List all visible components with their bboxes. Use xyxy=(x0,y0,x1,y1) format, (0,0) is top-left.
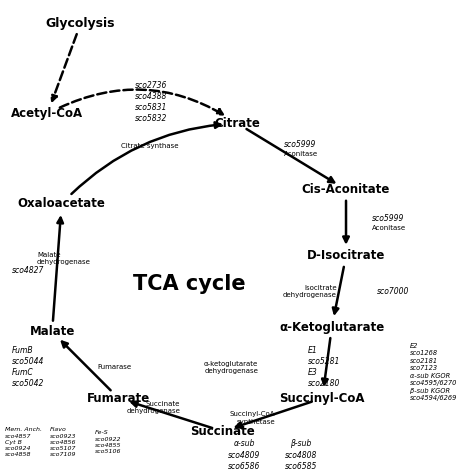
Text: TCA cycle: TCA cycle xyxy=(133,274,246,294)
Text: D-Isocitrate: D-Isocitrate xyxy=(307,249,385,263)
Text: β-sub
sco4808
sco6585: β-sub sco4808 sco6585 xyxy=(285,439,317,471)
Text: α-sub
sco4809
sco6586: α-sub sco4809 sco6586 xyxy=(228,439,260,471)
Text: Malate
dehydrogenase: Malate dehydrogenase xyxy=(37,252,91,265)
Text: Citrate synthase: Citrate synthase xyxy=(121,143,178,148)
Text: Cis-Aconitate: Cis-Aconitate xyxy=(302,183,390,196)
Text: sco5999: sco5999 xyxy=(284,140,317,149)
Text: sco7000: sco7000 xyxy=(377,287,409,296)
Text: Glycolysis: Glycolysis xyxy=(46,17,115,30)
Text: Succinate: Succinate xyxy=(191,425,255,438)
Text: Citrate: Citrate xyxy=(214,117,260,130)
Text: Mem. Anch.
sco4857
Cyt B
sco0924
sco4858: Mem. Anch. sco4857 Cyt B sco0924 sco4858 xyxy=(5,428,42,457)
Text: α-ketoglutarate
dehydrogenase: α-ketoglutarate dehydrogenase xyxy=(204,361,258,374)
Text: Aconitase: Aconitase xyxy=(372,225,406,230)
Text: α-Ketoglutarate: α-Ketoglutarate xyxy=(279,320,384,334)
Text: Acetyl-CoA: Acetyl-CoA xyxy=(11,107,83,120)
Text: Flavo
sco0923
sco4856
sco5107
sco7109: Flavo sco0923 sco4856 sco5107 sco7109 xyxy=(50,428,76,457)
Text: FumB
sco5044
FumC
sco5042: FumB sco5044 FumC sco5042 xyxy=(12,346,44,389)
Text: sco4827: sco4827 xyxy=(12,266,44,274)
Text: sco5999: sco5999 xyxy=(372,214,404,222)
Text: Fe-S
sco0922
sco4855
sco5106: Fe-S sco0922 sco4855 sco5106 xyxy=(95,430,121,454)
Text: Fumarate: Fumarate xyxy=(87,392,150,405)
Text: Succinyl-CoA: Succinyl-CoA xyxy=(280,392,365,405)
Text: Aconitase: Aconitase xyxy=(284,151,319,157)
Text: Fumarase: Fumarase xyxy=(97,365,131,370)
Text: E2
sco1268
sco2181
sco7123
α-sub KGOR
sco4595/6270
β-sub KGOR
sco4594/6269: E2 sco1268 sco2181 sco7123 α-sub KGOR sc… xyxy=(410,343,457,401)
Text: Succinate
dehydrogenase: Succinate dehydrogenase xyxy=(126,401,180,414)
Text: Succinyl-CoA
synthetase: Succinyl-CoA synthetase xyxy=(229,411,275,425)
Text: Oxaloacetate: Oxaloacetate xyxy=(18,197,106,210)
Text: Malate: Malate xyxy=(29,325,75,338)
Text: E1
sco5281
E3
sco2180: E1 sco5281 E3 sco2180 xyxy=(308,346,340,389)
Text: Isocitrate
dehydrogenase: Isocitrate dehydrogenase xyxy=(283,285,337,298)
Text: sco2736
sco4388
sco5831
sco5832: sco2736 sco4388 sco5831 sco5832 xyxy=(135,81,167,123)
